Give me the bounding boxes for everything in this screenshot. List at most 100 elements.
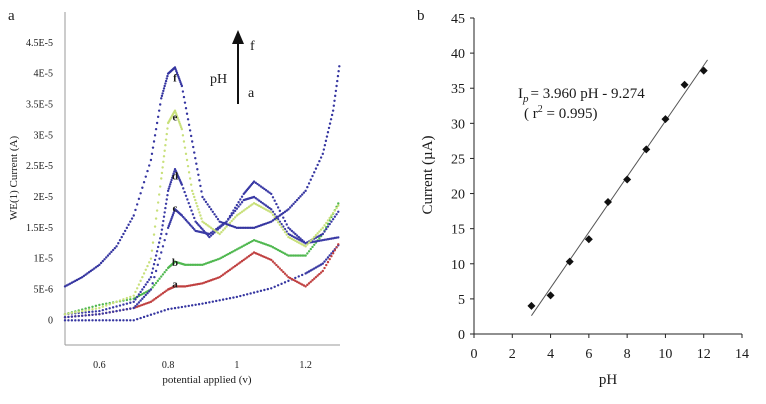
curve-d-point: [168, 183, 172, 186]
curve-f-point: [325, 135, 329, 138]
curve-b-point: [165, 268, 168, 272]
curve-c-point: [148, 290, 151, 293]
curve-d-point: [331, 218, 335, 221]
curve-c-point: [263, 203, 266, 206]
curve-f-point: [304, 189, 307, 193]
curve-a-point: [149, 300, 153, 304]
curve-e-point: [285, 233, 288, 236]
regression-r-squared: ( r2 = 0.995): [524, 104, 597, 122]
curve-d-point: [330, 220, 333, 223]
curve-c-point: [186, 220, 189, 223]
curve-b-point: [194, 263, 197, 267]
curve-e-point: [197, 208, 200, 211]
curve-e-point: [161, 166, 164, 169]
curve-d-point: [270, 192, 273, 196]
panel-b-x-axis-title: pH: [599, 372, 618, 388]
curve-f-point: [307, 182, 311, 185]
curve-e-point: [178, 122, 182, 125]
curve-c-point: [208, 232, 211, 236]
curve-b-point: [295, 254, 299, 257]
curve-e-point: [215, 230, 218, 233]
curve-e-point: [152, 233, 156, 236]
curve-f-point: [337, 70, 340, 73]
panel-b-x-tick-label: 4: [547, 347, 554, 362]
curve-a-point: [225, 271, 228, 274]
curve-d-point: [239, 198, 242, 201]
panel-b-x-tick-label: 6: [585, 347, 592, 362]
curve-c-point: [256, 198, 259, 201]
curve-d-point: [197, 223, 200, 226]
curve-b-point: [309, 247, 312, 251]
curve-f-point: [199, 184, 202, 188]
curve-b-point: [307, 250, 311, 253]
curve-e-point: [156, 201, 160, 204]
curve-f-point: [93, 267, 96, 270]
curve-d-point: [263, 187, 266, 191]
curve-b-point: [151, 286, 154, 289]
curve-c-point: [188, 223, 192, 226]
curve-e-point: [200, 217, 203, 220]
curve-f-point: [139, 192, 142, 195]
curve-c-point: [168, 221, 172, 224]
curve-c-point: [182, 215, 185, 219]
panel-a-x-tick-label: 1: [234, 360, 239, 371]
baseline-point: [228, 297, 232, 300]
curve-e-point: [84, 309, 87, 312]
panel-b-x-tick-label: 10: [658, 347, 672, 362]
curve-a-point: [333, 249, 337, 252]
curve-e-point: [160, 171, 164, 175]
curve-c-point: [154, 269, 158, 273]
baseline-point: [177, 306, 180, 309]
baseline-point: [331, 250, 335, 253]
curve-b-point: [158, 277, 161, 280]
curve-f-point: [157, 109, 161, 112]
baseline-point: [160, 310, 163, 313]
curve-e-point: [307, 241, 311, 244]
curve-c-point: [74, 315, 77, 318]
curve-d-point: [199, 226, 203, 230]
curve-d-point: [137, 293, 141, 296]
curve-f-point: [120, 235, 123, 239]
baseline-point: [132, 319, 135, 322]
curve-d-point: [101, 308, 105, 312]
curve-c-point: [142, 295, 146, 299]
panel-a-y-tick-label: 3.5E-5: [26, 100, 53, 111]
curve-e-point: [179, 126, 183, 129]
curve-a-point: [249, 253, 252, 257]
baseline-point: [283, 281, 287, 284]
curve-f-point: [162, 87, 166, 90]
curve-f-point: [300, 193, 304, 196]
curve-f-point: [179, 81, 182, 84]
curve-e-point: [63, 312, 67, 316]
curve-f-point: [160, 94, 164, 98]
curve-c-point: [169, 219, 173, 222]
curve-d-point: [208, 235, 211, 239]
curve-f-point: [144, 175, 147, 178]
curve-c-point: [98, 312, 101, 316]
data-point-marker: [527, 301, 536, 310]
baseline-point: [139, 316, 142, 320]
baseline-point: [273, 285, 276, 288]
curve-d-point: [180, 183, 184, 186]
curve-b-point: [185, 263, 189, 267]
curve-f-point: [216, 218, 220, 221]
curve-c-point: [172, 211, 175, 215]
curve-e-point: [186, 164, 190, 168]
curve-c-point: [264, 204, 268, 207]
curve-e-point: [232, 218, 235, 221]
curve-e-point: [87, 308, 91, 312]
curve-e-point: [181, 134, 185, 137]
curve-f-point: [176, 73, 179, 77]
curve-b-point: [299, 254, 302, 257]
curve-e-point: [237, 213, 240, 216]
curve-b-point: [91, 305, 94, 308]
curve-d-point: [111, 306, 115, 309]
curve-f-point: [84, 273, 87, 276]
curve-f-point: [251, 226, 254, 230]
curve-e-point: [228, 221, 232, 225]
curve-a-series: [63, 243, 340, 319]
baseline-point: [184, 305, 187, 308]
curve-b-point: [98, 303, 101, 307]
baseline-point: [122, 319, 125, 322]
curve-c-point: [91, 313, 94, 316]
